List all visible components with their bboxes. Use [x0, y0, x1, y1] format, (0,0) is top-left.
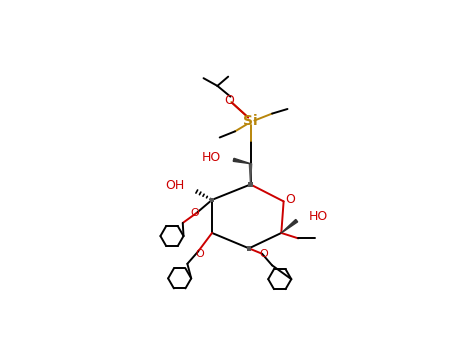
Text: O: O [259, 249, 268, 259]
Polygon shape [281, 219, 298, 233]
Bar [247, 246, 251, 251]
Text: HO: HO [308, 210, 328, 223]
Text: O: O [286, 193, 295, 206]
Text: O: O [195, 249, 204, 259]
Text: HO: HO [202, 151, 221, 164]
Polygon shape [233, 158, 251, 164]
Text: OH: OH [165, 179, 184, 192]
Text: Si: Si [243, 114, 258, 128]
Text: O: O [224, 94, 234, 107]
Bar [248, 182, 253, 187]
Polygon shape [249, 164, 252, 184]
Bar [210, 197, 214, 202]
Text: O: O [191, 208, 199, 218]
